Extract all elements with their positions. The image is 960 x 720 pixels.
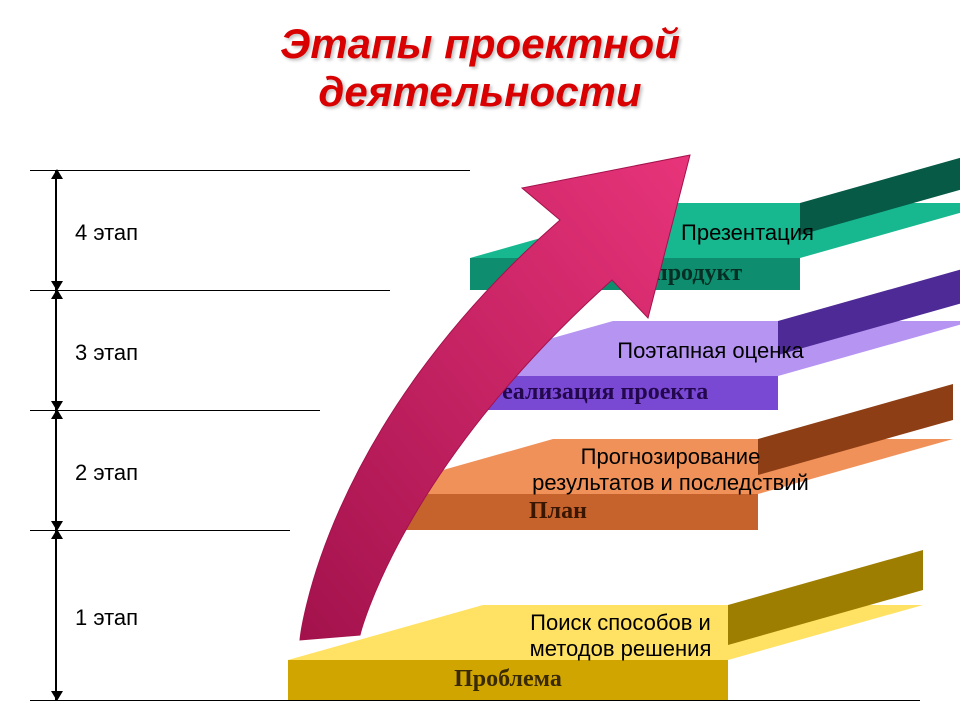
stage-slab	[0, 0, 960, 720]
slab-lower-label: Результат - продукт	[470, 260, 800, 287]
slab-upper-label: Презентация	[520, 220, 960, 246]
diagram-root: { "title": { "line1": "Этапы проектной",…	[0, 0, 960, 720]
